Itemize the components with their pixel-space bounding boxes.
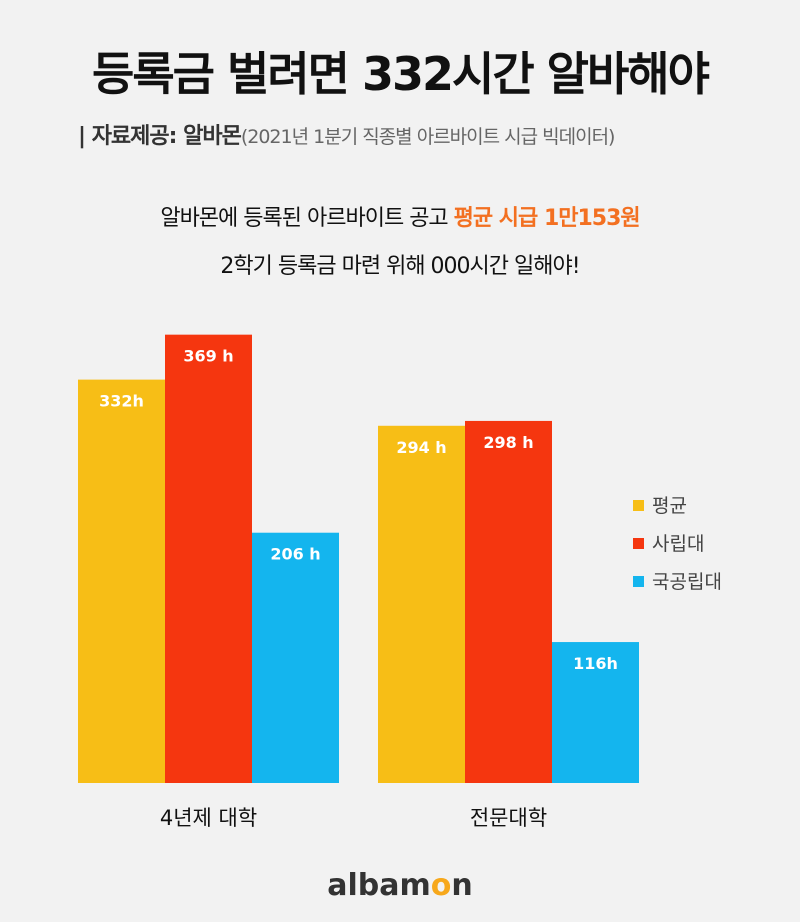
subtitle-plain: 알바몬에 등록된 아르바이트 공고 (160, 206, 454, 231)
legend-swatch (633, 500, 644, 511)
x-tick-label: 4년제 대학 (160, 806, 257, 830)
bar-value-label: 298 h (483, 433, 533, 452)
page-title: 등록금 벌려면 332시간 알바해야 (92, 47, 710, 101)
subtitle-line-2: 2학기 등록금 마련 위해 000시간 일해야! (220, 254, 580, 279)
bar (165, 334, 252, 783)
bar (78, 379, 165, 783)
bar (552, 642, 639, 783)
logo-text-b: n (451, 868, 473, 903)
bar (252, 532, 339, 783)
x-tick-label: 전문대학 (470, 806, 547, 830)
logo-text-o: o (430, 868, 452, 903)
albamon-logo: albamon (0, 868, 800, 903)
source-line: | 자료제공: 알바몬(2021년 1분기 직종별 아르바이트 시급 빅데이터) (78, 118, 616, 150)
legend-label: 평균 (652, 495, 687, 517)
legend-label: 사립대 (652, 533, 704, 555)
source-detail: (2021년 1분기 직종별 아르바이트 시급 빅데이터) (240, 126, 616, 148)
bar-value-label: 332h (99, 392, 144, 411)
legend-swatch (633, 576, 644, 587)
bar-value-label: 116h (573, 654, 618, 673)
legend-swatch (633, 538, 644, 549)
bar (378, 425, 465, 783)
bar-value-label: 369 h (183, 347, 233, 366)
subtitle-highlight: 평균 시급 1만153원 (453, 206, 641, 231)
bar-value-label: 294 h (396, 438, 446, 457)
subtitle-line-1: 알바몬에 등록된 아르바이트 공고 평균 시급 1만153원 (0, 200, 800, 232)
legend-label: 국공립대 (652, 571, 722, 593)
bar (465, 420, 552, 783)
source-prefix: | 자료제공: 알바몬 (78, 124, 242, 149)
bar-value-label: 206 h (270, 545, 320, 564)
logo-text-a: albam (327, 868, 431, 903)
